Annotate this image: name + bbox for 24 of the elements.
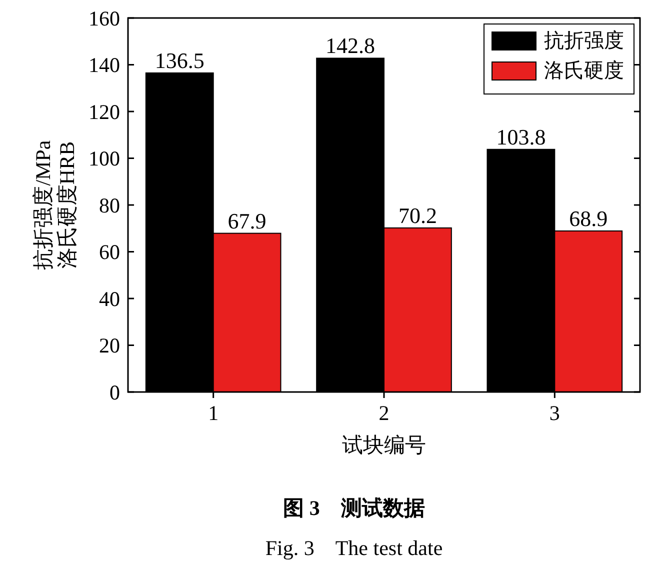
y-tick-label: 40 bbox=[99, 286, 120, 311]
y-tick-label: 160 bbox=[88, 6, 120, 30]
y-tick-label: 0 bbox=[110, 380, 120, 404]
x-axis-title: 试块编号 bbox=[342, 433, 426, 457]
legend-label: 洛氏硬度 bbox=[544, 60, 624, 82]
y-tick-label: 80 bbox=[99, 193, 120, 218]
legend-label: 抗折强度 bbox=[544, 30, 624, 52]
y-tick-label: 100 bbox=[88, 146, 120, 171]
y-tick-label: 20 bbox=[99, 334, 120, 358]
x-tick-label: 3 bbox=[549, 401, 560, 425]
data-label: 68.9 bbox=[569, 206, 608, 231]
y-tick-label: 140 bbox=[88, 53, 120, 78]
x-tick-label: 1 bbox=[208, 401, 219, 425]
data-label: 70.2 bbox=[398, 202, 437, 228]
y-tick-label: 120 bbox=[88, 100, 120, 124]
data-label: 142.8 bbox=[326, 33, 376, 58]
data-label: 136.5 bbox=[154, 48, 204, 73]
text: Fig. 3 The test date bbox=[265, 536, 443, 560]
data-label: 103.8 bbox=[496, 124, 546, 150]
y-tick-label: 60 bbox=[99, 240, 120, 264]
text: 图 3 测试数据 bbox=[283, 496, 425, 520]
x-tick-label: 2 bbox=[378, 401, 390, 425]
y-axis-title: 抗折强度/MPa 洛氏硬度HRB bbox=[31, 140, 79, 270]
data-label: 67.9 bbox=[228, 208, 266, 234]
